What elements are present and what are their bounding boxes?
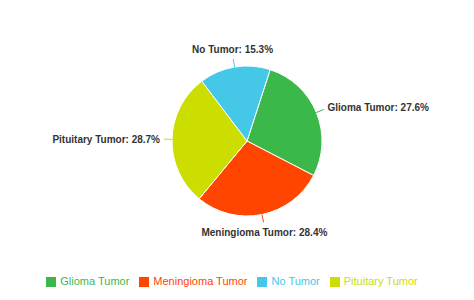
svg-text:Meningioma Tumor: 28.4%: Meningioma Tumor: 28.4%	[201, 227, 327, 238]
svg-text:No Tumor: 15.3%: No Tumor: 15.3%	[192, 44, 273, 55]
svg-text:Pituitary Tumor: 28.7%: Pituitary Tumor: 28.7%	[52, 134, 160, 145]
html-text:Pituitary Tumor: Pituitary Tumor	[343, 274, 418, 287]
html-text:Glioma Tumor: Glioma Tumor	[60, 274, 130, 287]
svg-text:Glioma Tumor: 27.6%: Glioma Tumor: 27.6%	[327, 102, 429, 113]
html-text:No Tumor: No Tumor	[271, 274, 320, 287]
html-text:Meningioma Tumor: Meningioma Tumor	[153, 274, 248, 287]
